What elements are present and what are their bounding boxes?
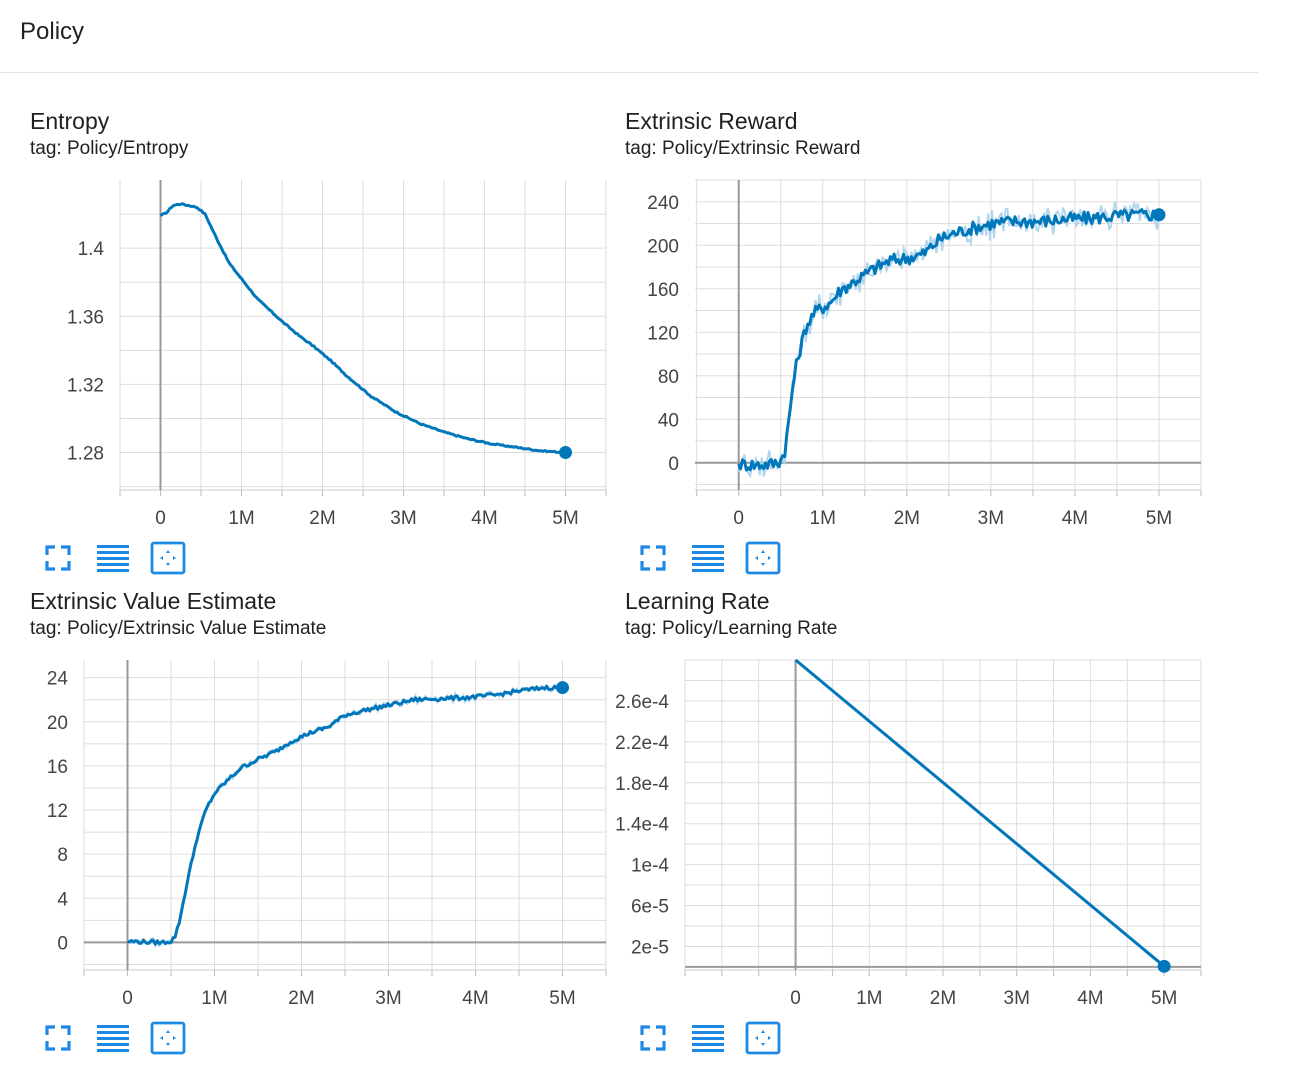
chart-card-extrinsic-reward: Extrinsic Reward tag: Policy/Extrinsic R… xyxy=(625,108,1205,578)
section-divider xyxy=(0,72,1258,73)
toggle-log-scale-icon xyxy=(692,1025,724,1052)
chart-title: Extrinsic Value Estimate xyxy=(30,588,277,614)
fit-domain-icon xyxy=(745,1021,781,1055)
chart-tag: tag: Policy/Extrinsic Reward xyxy=(625,138,861,159)
chart-title: Extrinsic Reward xyxy=(625,108,798,134)
fullscreen-icon xyxy=(45,545,71,571)
fit-domain-icon xyxy=(150,1021,186,1055)
fit-domain-button[interactable] xyxy=(745,541,781,575)
chart-card-learning-rate: Learning Rate tag: Policy/Learning Rate xyxy=(625,588,1205,1058)
fullscreen-button[interactable] xyxy=(635,541,671,575)
chart-card-entropy: Entropy tag: Policy/Entropy xyxy=(30,108,610,578)
fit-domain-button[interactable] xyxy=(150,541,186,575)
fit-domain-button[interactable] xyxy=(150,1021,186,1055)
chart-title: Entropy xyxy=(30,108,110,134)
fullscreen-icon xyxy=(45,1025,71,1051)
chart-controls xyxy=(40,541,200,575)
chart-title: Learning Rate xyxy=(625,588,770,614)
fullscreen-icon xyxy=(640,545,666,571)
chart-card-extrinsic-value-estimate: Extrinsic Value Estimate tag: Policy/Ext… xyxy=(30,588,610,1058)
chart-tag: tag: Policy/Learning Rate xyxy=(625,618,838,639)
fit-domain-icon xyxy=(745,541,781,575)
chart-controls xyxy=(40,1021,200,1055)
toggle-log-scale-icon xyxy=(97,545,129,572)
chart-controls xyxy=(635,1021,795,1055)
toggle-log-scale-icon xyxy=(97,1025,129,1052)
toggle-log-scale-button[interactable] xyxy=(95,1021,131,1055)
toggle-log-scale-icon xyxy=(692,545,724,572)
toggle-log-scale-button[interactable] xyxy=(690,1021,726,1055)
fullscreen-button[interactable] xyxy=(40,1021,76,1055)
toggle-log-scale-button[interactable] xyxy=(690,541,726,575)
chart-tag: tag: Policy/Entropy xyxy=(30,138,189,159)
toggle-log-scale-button[interactable] xyxy=(95,541,131,575)
fullscreen-button[interactable] xyxy=(635,1021,671,1055)
chart-tag: tag: Policy/Extrinsic Value Estimate xyxy=(30,618,327,639)
chart-controls xyxy=(635,541,795,575)
fullscreen-button[interactable] xyxy=(40,541,76,575)
fit-domain-icon xyxy=(150,541,186,575)
section-title: Policy xyxy=(20,18,85,45)
fit-domain-button[interactable] xyxy=(745,1021,781,1055)
fullscreen-icon xyxy=(640,1025,666,1051)
